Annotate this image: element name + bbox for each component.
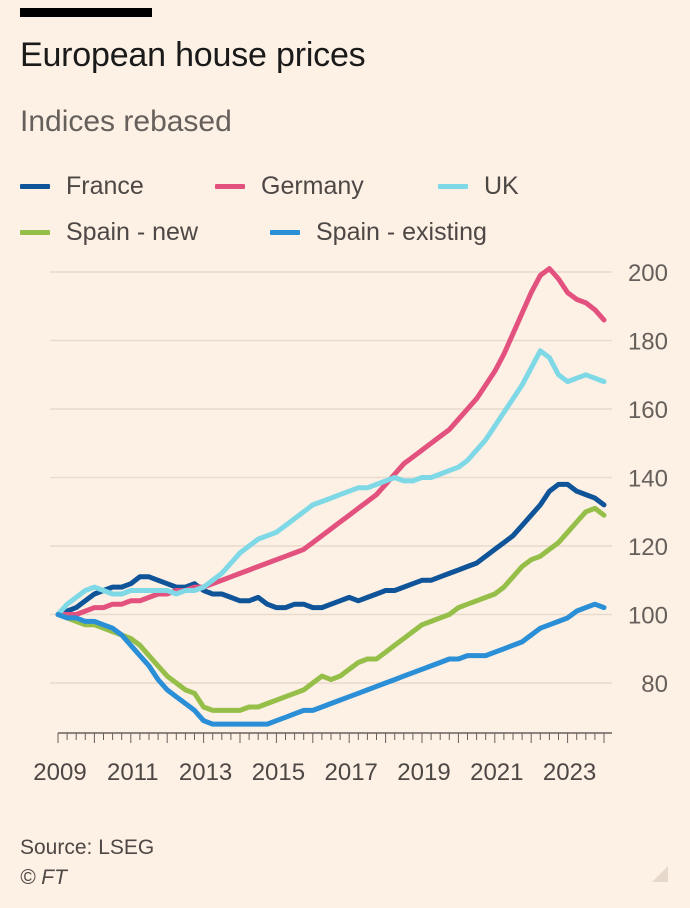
series-line-germany <box>55 266 607 617</box>
chart-subtitle: Indices rebased <box>20 105 232 138</box>
y-tick-label-140: 140 <box>628 466 668 493</box>
y-tick-label-80: 80 <box>641 671 668 698</box>
x-tick-label-2021: 2021 <box>470 759 523 786</box>
resize-corner-icon <box>652 866 668 882</box>
source-note: Source: LSEG <box>20 836 155 859</box>
legend-label-france: France <box>66 172 144 200</box>
x-tick-label-2015: 2015 <box>252 759 305 786</box>
legend-item-france: France <box>20 172 144 201</box>
legend-swatch-germany <box>215 184 245 189</box>
legend-item-spain-existing: Spain - existing <box>270 218 487 247</box>
x-tick-label-2017: 2017 <box>325 759 378 786</box>
legend-label-germany: Germany <box>261 172 364 200</box>
y-tick-label-200: 200 <box>628 260 668 287</box>
series-lines <box>55 266 607 727</box>
legend-label-uk: UK <box>484 172 519 200</box>
legend-swatch-france <box>20 184 50 189</box>
series-line-spain-new <box>55 505 607 713</box>
y-tick-label-120: 120 <box>628 534 668 561</box>
x-tick-label-2019: 2019 <box>397 759 450 786</box>
legend-item-uk: UK <box>438 172 519 201</box>
ft-credit: © FT <box>20 866 67 889</box>
y-axis-ticks: 80 100 120 140 160 180 200 <box>628 260 668 698</box>
chart-title: European house prices <box>20 36 366 74</box>
legend-swatch-uk <box>438 184 468 189</box>
legend-label-spain-new: Spain - new <box>66 218 199 246</box>
y-tick-label-100: 100 <box>628 603 668 630</box>
series-line-uk <box>55 348 607 617</box>
legend-label-spain-existing: Spain - existing <box>316 218 487 246</box>
legend-swatch-spain-new <box>20 230 50 235</box>
y-tick-label-160: 160 <box>628 397 668 424</box>
legend: France Germany UK Spain - new Spain - ex… <box>20 172 670 262</box>
series-line-spain-existing <box>55 601 607 727</box>
series-line-france <box>55 481 607 617</box>
line-chart: 80 100 120 140 160 180 200 2009 2011 2013 2015 201… <box>33 260 668 786</box>
x-tick-label-2013: 2013 <box>179 759 232 786</box>
gridlines <box>50 271 612 684</box>
x-tick-label-2009: 2009 <box>33 759 86 786</box>
legend-item-spain-new: Spain - new <box>20 218 198 247</box>
x-tick-label-2023: 2023 <box>543 759 596 786</box>
ft-top-bar <box>20 8 152 17</box>
x-axis: 2009 2011 2013 2015 2017 2019 2021 2023 <box>33 732 612 786</box>
legend-swatch-spain-existing <box>270 230 300 235</box>
y-tick-label-180: 180 <box>628 329 668 356</box>
x-tick-label-2011: 2011 <box>107 759 159 786</box>
legend-item-germany: Germany <box>215 172 364 201</box>
